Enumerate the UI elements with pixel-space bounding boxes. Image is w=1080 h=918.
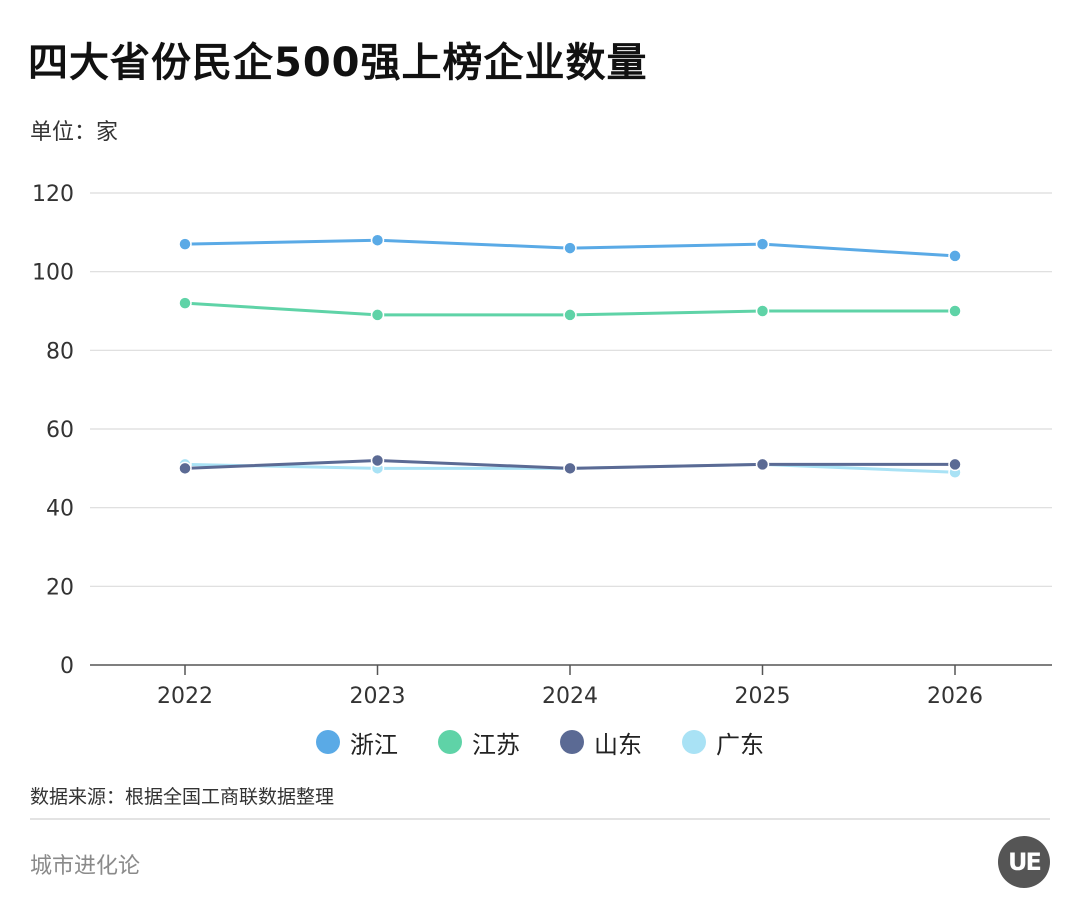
x-tick-label: 2025	[735, 684, 791, 709]
x-axis-ticks: 2022 2023 2024 2025 2026	[157, 665, 983, 709]
series-lines	[178, 233, 962, 480]
y-tick-label: 20	[46, 575, 74, 600]
y-tick-label: 80	[46, 339, 74, 364]
grid-lines	[90, 192, 1052, 666]
data-source: 数据来源：根据全国工商联数据整理	[30, 786, 335, 808]
data-point[interactable]	[178, 461, 192, 476]
data-point[interactable]	[755, 237, 770, 251]
series-山东	[178, 453, 962, 476]
x-tick-label: 2022	[157, 684, 213, 709]
legend-item[interactable]: 浙江	[316, 725, 398, 760]
legend-item[interactable]: 广东	[682, 725, 764, 760]
y-tick-label: 40	[46, 497, 74, 522]
divider	[30, 818, 1050, 820]
chart-title: 四大省份民企500强上榜企业数量	[28, 40, 648, 86]
data-point[interactable]	[563, 461, 577, 476]
legend-label: 山东	[594, 730, 642, 759]
x-tick-label: 2026	[927, 684, 983, 709]
data-point[interactable]	[178, 237, 192, 251]
legend-marker-icon	[316, 730, 340, 754]
legend-label: 江苏	[472, 730, 520, 759]
data-point[interactable]	[370, 233, 385, 247]
data-point[interactable]	[948, 249, 962, 263]
legend-item[interactable]: 江苏	[438, 725, 520, 760]
data-point[interactable]	[755, 304, 770, 318]
legend-label: 广东	[716, 730, 764, 759]
data-point[interactable]	[948, 457, 962, 472]
data-point[interactable]	[563, 241, 577, 255]
data-point[interactable]	[563, 308, 577, 322]
data-point[interactable]	[948, 304, 962, 318]
x-tick-label: 2024	[542, 684, 598, 709]
y-tick-label: 100	[32, 261, 74, 286]
series-江苏	[178, 296, 962, 322]
brand-name: 城市进化论	[30, 854, 141, 879]
legend-marker-icon	[438, 730, 462, 754]
legend-marker-icon	[560, 730, 584, 754]
brand-logo: UE	[998, 836, 1050, 888]
data-point[interactable]	[755, 457, 770, 472]
legend-marker-icon	[682, 730, 706, 754]
data-point[interactable]	[370, 453, 385, 468]
y-axis-ticks: 0 20 40 60 80 100 120	[32, 182, 74, 679]
data-point[interactable]	[178, 296, 192, 310]
y-tick-label: 60	[46, 418, 74, 443]
x-tick-label: 2023	[350, 684, 406, 709]
legend: 浙江 江苏 山东 广东	[0, 722, 1080, 762]
line-chart: 0 20 40 60 80 100 120 2022 2023 2024 2025 2026	[32, 182, 1052, 709]
unit-label: 单位：家	[30, 120, 119, 145]
y-tick-label: 0	[60, 654, 74, 679]
data-point[interactable]	[370, 308, 385, 322]
legend-label: 浙江	[350, 730, 398, 759]
series-浙江	[178, 233, 962, 263]
y-tick-label: 120	[32, 182, 74, 207]
legend-item[interactable]: 山东	[560, 725, 642, 760]
